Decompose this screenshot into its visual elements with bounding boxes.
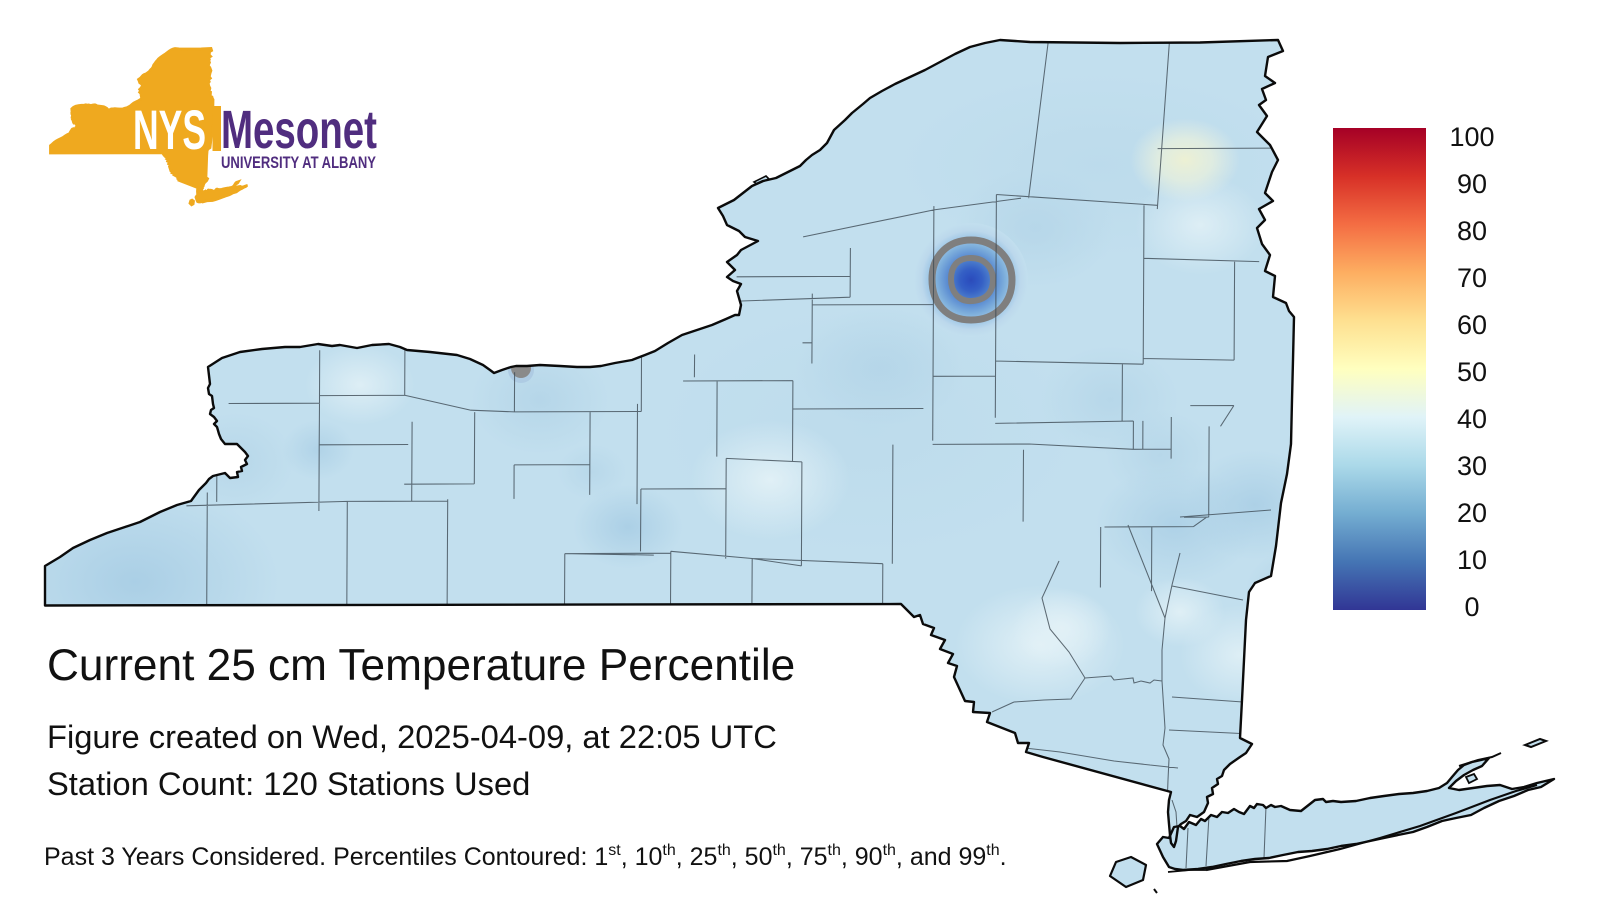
svg-text:30: 30 bbox=[1457, 451, 1487, 481]
svg-text:10: 10 bbox=[1457, 545, 1487, 575]
svg-text:60: 60 bbox=[1457, 310, 1487, 340]
svg-text:Mesonet: Mesonet bbox=[221, 100, 377, 160]
svg-text:20: 20 bbox=[1457, 498, 1487, 528]
svg-text:NYS: NYS bbox=[133, 98, 206, 161]
svg-text:40: 40 bbox=[1457, 404, 1487, 434]
svg-text:Past 3 Years Considered. Perce: Past 3 Years Considered. Percentiles Con… bbox=[44, 842, 1007, 871]
svg-text:Current 25 cm Temperature Perc: Current 25 cm Temperature Percentile bbox=[47, 641, 795, 690]
svg-text:Station Count: 120 Stations Us: Station Count: 120 Stations Used bbox=[47, 765, 530, 802]
svg-text:70: 70 bbox=[1457, 263, 1487, 293]
svg-text:80: 80 bbox=[1457, 216, 1487, 246]
svg-text:90: 90 bbox=[1457, 169, 1487, 199]
svg-text:UNIVERSITY AT ALBANY: UNIVERSITY AT ALBANY bbox=[221, 154, 376, 172]
svg-text:Figure created on Wed, 2025-04: Figure created on Wed, 2025-04-09, at 22… bbox=[47, 718, 777, 755]
svg-text:100: 100 bbox=[1449, 122, 1494, 152]
svg-text:0: 0 bbox=[1464, 592, 1479, 622]
svg-text:50: 50 bbox=[1457, 357, 1487, 387]
